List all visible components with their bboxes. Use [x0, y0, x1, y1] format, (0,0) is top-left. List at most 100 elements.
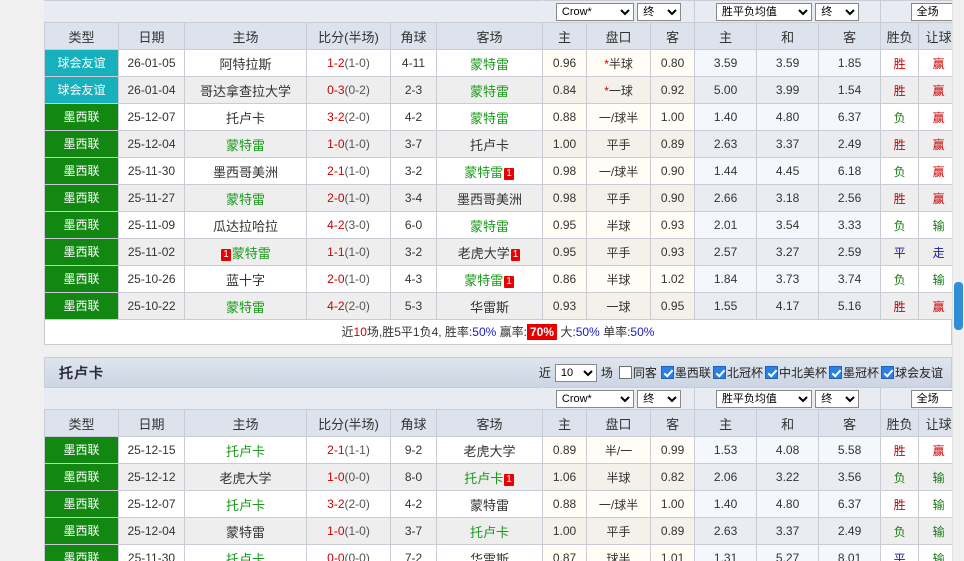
scope-select[interactable]: 全场 [910, 2, 964, 21]
near-count-select[interactable]: 10 [554, 363, 597, 382]
table-row[interactable]: 墨西联 25-12-15 托卢卡 2-1(1-1) 9-2 老虎大学 0.89 半/一 0.99… [44, 436, 964, 464]
league-tag[interactable]: 墨西联 [45, 212, 118, 238]
score-cell[interactable]: 1-0(1-0) [306, 517, 391, 545]
filter-same-away[interactable]: 同客 [618, 364, 657, 381]
table-row[interactable]: 墨西联 25-12-04 蒙特雷 1-0(1-0) 3-7 托卢卡 1.00 平手 0.89 2.… [44, 130, 964, 158]
score-cell[interactable]: 2-1(1-1) [306, 436, 391, 464]
filter-league-2[interactable]: 中北美杯 [764, 364, 827, 381]
ah-company-cell-2[interactable]: Crow* 终 [542, 387, 696, 410]
away-team-cell[interactable]: 老虎大学 1 [435, 238, 544, 266]
score-cell[interactable]: 1-2(1-0) [306, 49, 391, 77]
home-team-cell[interactable]: 老虎大学 [184, 463, 307, 491]
home-team-cell[interactable]: 蒙特雷 [184, 517, 307, 545]
score-cell[interactable]: 3-2(2-0) [306, 490, 391, 518]
table-row[interactable]: 球会友谊 26-01-04 哥达拿查拉大学 0-3(0-2) 2-3 蒙特雷 0.84 *一球… [44, 76, 964, 104]
league-checkbox-3[interactable] [828, 365, 842, 379]
team-name-home[interactable]: 托卢卡 [225, 443, 265, 459]
team-name-home[interactable]: 托卢卡 [225, 110, 265, 126]
league-tag-cell[interactable]: 墨西联 [44, 238, 119, 266]
eu-period-select[interactable]: 终 [815, 2, 860, 21]
away-team-cell[interactable]: 蒙特雷 [435, 103, 544, 131]
away-team-cell[interactable]: 老虎大学 [435, 436, 544, 464]
away-team-cell[interactable]: 蒙特雷 [435, 490, 544, 518]
home-team-cell[interactable]: 托卢卡 [184, 103, 307, 131]
league-tag-cell[interactable]: 墨西联 [44, 292, 119, 320]
home-team-cell[interactable]: 托卢卡 [184, 544, 307, 561]
table-row[interactable]: 球会友谊 26-01-05 阿特拉斯 1-2(1-0) 4-11 蒙特雷 0.96 *半球 0.… [44, 49, 964, 77]
league-tag-cell[interactable]: 墨西联 [44, 130, 119, 158]
away-team-cell[interactable]: 华雷斯 [435, 544, 544, 561]
league-checkbox-4[interactable] [880, 365, 894, 379]
league-tag[interactable]: 球会友谊 [45, 77, 118, 103]
league-tag-cell[interactable]: 墨西联 [44, 436, 119, 464]
table-row[interactable]: 墨西联 25-11-27 蒙特雷 2-0(1-0) 3-4 墨西哥美洲 0.98 平手 0.90… [44, 184, 964, 212]
league-checkbox-1[interactable] [712, 365, 726, 379]
score-cell[interactable]: 1-1(1-0) [306, 238, 391, 266]
table-row[interactable]: 墨西联 25-12-07 托卢卡 3-2(2-0) 4-2 蒙特雷 0.88 一/球半 1.00… [44, 103, 964, 131]
table-row[interactable]: 墨西联 25-11-02 1 蒙特雷 1-1(1-0) 3-2 老虎大学 1 0.95 平手 0.9… [44, 238, 964, 266]
ah-company-select[interactable]: Crow* [555, 2, 634, 21]
team-name-away[interactable]: 蒙特雷 [470, 83, 510, 99]
team-name-away[interactable]: 托卢卡 1 [464, 470, 514, 486]
ah-company-cell[interactable]: Crow* 终 [542, 0, 696, 23]
team-name-away[interactable]: 老虎大学 1 [457, 245, 521, 261]
team-name-home[interactable]: 瓜达拉哈拉 [212, 218, 278, 234]
away-team-cell[interactable]: 蒙特雷 [435, 211, 544, 239]
away-team-cell[interactable]: 蒙特雷 1 [435, 157, 544, 185]
eu-period-select-2[interactable]: 终 [815, 389, 860, 408]
home-team-cell[interactable]: 托卢卡 [184, 490, 307, 518]
team-name-home[interactable]: 哥达拿查拉大学 [199, 83, 291, 99]
team-name-away[interactable]: 蒙特雷 [470, 56, 510, 72]
league-tag[interactable]: 墨西联 [45, 104, 118, 130]
league-tag[interactable]: 墨西联 [45, 518, 118, 544]
team-name-away[interactable]: 托卢卡 [470, 137, 510, 153]
ah-period-select-2[interactable]: 终 [637, 389, 682, 408]
league-tag[interactable]: 墨西联 [45, 491, 118, 517]
team-name-away[interactable]: 蒙特雷 [470, 218, 510, 234]
league-tag-cell[interactable]: 墨西联 [44, 265, 119, 293]
league-tag[interactable]: 墨西联 [45, 437, 118, 463]
league-tag-cell[interactable]: 墨西联 [44, 490, 119, 518]
team-name-home[interactable]: 蒙特雷 [225, 299, 265, 315]
table-row[interactable]: 墨西联 25-12-07 托卢卡 3-2(2-0) 4-2 蒙特雷 0.88 一/球半 1.00… [44, 490, 964, 518]
away-team-cell[interactable]: 墨西哥美洲 [435, 184, 544, 212]
team-name-away[interactable]: 蒙特雷 1 [464, 272, 514, 288]
home-team-cell[interactable]: 蒙特雷 [184, 130, 307, 158]
home-team-cell[interactable]: 托卢卡 [184, 436, 307, 464]
team-name-home[interactable]: 托卢卡 [225, 497, 265, 513]
team-name-home[interactable]: 墨西哥美洲 [212, 164, 278, 180]
league-tag[interactable]: 墨西联 [45, 158, 118, 184]
score-cell[interactable]: 0-3(0-2) [306, 76, 391, 104]
team-name-away[interactable]: 蒙特雷 [470, 497, 510, 513]
scope-select-2[interactable]: 全场 [910, 389, 964, 408]
away-team-cell[interactable]: 托卢卡 1 [435, 463, 544, 491]
same-away-checkbox[interactable] [618, 366, 632, 379]
score-cell[interactable]: 1-0(1-0) [306, 130, 391, 158]
away-team-cell[interactable]: 华雷斯 [435, 292, 544, 320]
eu-avg-cell[interactable]: 胜平负均值 终 [694, 0, 882, 23]
table-row[interactable]: 墨西联 25-11-09 瓜达拉哈拉 4-2(3-0) 6-0 蒙特雷 0.95 半球 0.93… [44, 211, 964, 239]
score-cell[interactable]: 1-0(0-0) [306, 463, 391, 491]
home-team-cell[interactable]: 1 蒙特雷 [184, 238, 307, 266]
away-team-cell[interactable]: 蒙特雷 [435, 76, 544, 104]
table-row[interactable]: 墨西联 25-10-22 蒙特雷 4-2(2-0) 5-3 华雷斯 0.93 一球 0.95 1.… [44, 292, 964, 320]
team-name-away[interactable]: 蒙特雷 [470, 110, 510, 126]
score-cell[interactable]: 2-0(1-0) [306, 265, 391, 293]
league-tag[interactable]: 墨西联 [45, 131, 118, 157]
scope-cell-2[interactable]: 全场 [880, 387, 964, 410]
table-row[interactable]: 墨西联 25-11-30 墨西哥美洲 2-1(1-0) 3-2 蒙特雷 1 0.98 一/球半 0… [44, 157, 964, 185]
team-name-home[interactable]: 1 蒙特雷 [221, 245, 271, 261]
away-team-cell[interactable]: 蒙特雷 [435, 49, 544, 77]
team-name-away[interactable]: 托卢卡 [470, 524, 510, 540]
away-team-cell[interactable]: 蒙特雷 1 [435, 265, 544, 293]
home-team-cell[interactable]: 墨西哥美洲 [184, 157, 307, 185]
team-name-away[interactable]: 墨西哥美洲 [457, 191, 523, 207]
away-team-cell[interactable]: 托卢卡 [435, 517, 544, 545]
score-cell[interactable]: 4-2(2-0) [306, 292, 391, 320]
away-team-cell[interactable]: 托卢卡 [435, 130, 544, 158]
home-team-cell[interactable]: 瓜达拉哈拉 [184, 211, 307, 239]
league-checkbox-0[interactable] [660, 365, 674, 379]
team-name-home[interactable]: 阿特拉斯 [219, 56, 272, 72]
ah-period-select[interactable]: 终 [637, 2, 682, 21]
league-tag-cell[interactable]: 墨西联 [44, 211, 119, 239]
